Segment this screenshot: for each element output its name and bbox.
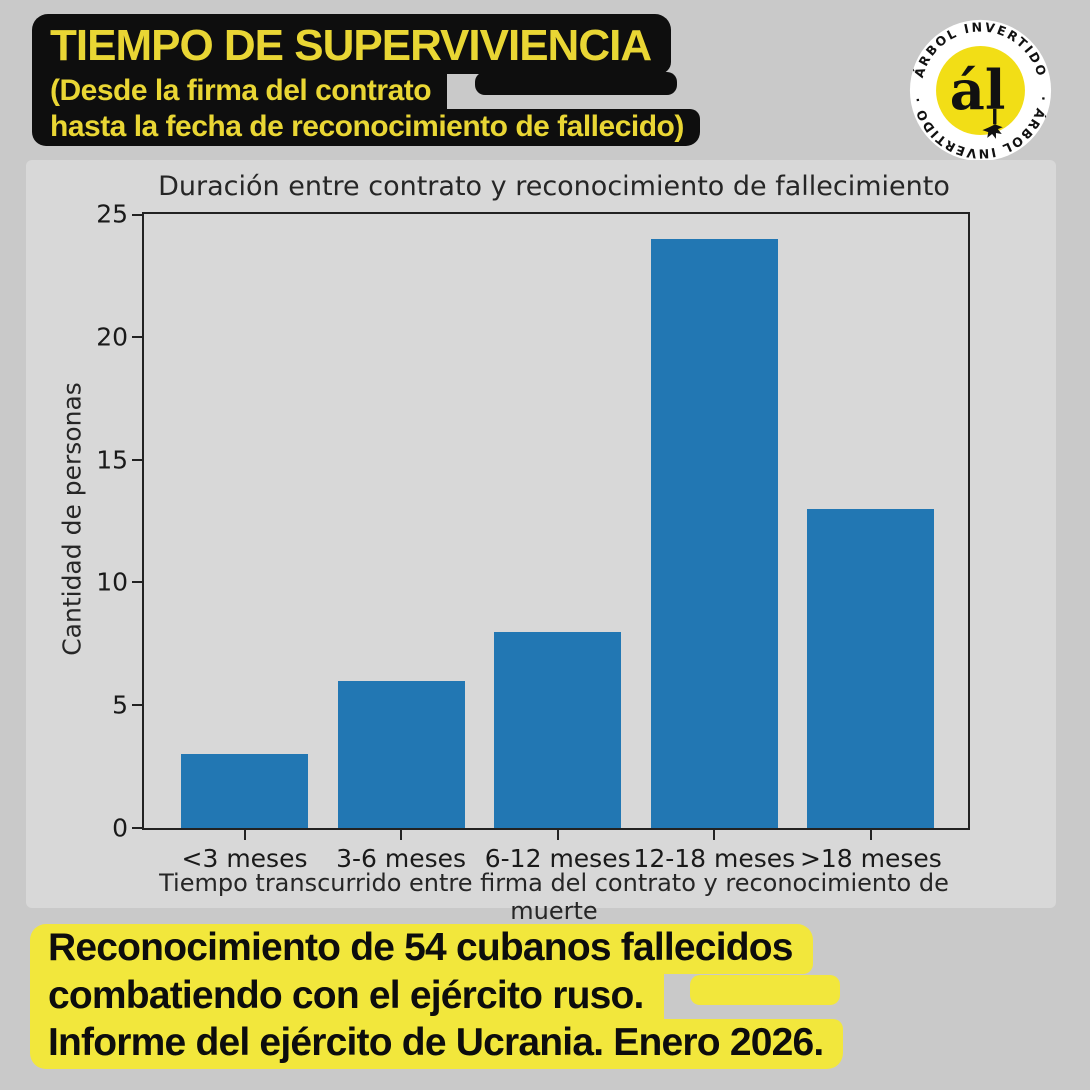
logo-monogram: ál (950, 58, 1006, 122)
x-tick-mark (556, 830, 559, 840)
y-tick-label: 10 (96, 567, 128, 597)
poster-title: TIEMPO DE SUPERVIVIENCIA (32, 14, 672, 75)
y-tick-mark (132, 458, 142, 461)
logo-root-stem (993, 108, 997, 125)
y-tick-mark (132, 214, 142, 216)
caption-line2: combatiendo con el ejército ruso. (30, 971, 664, 1022)
arbol-invertido-logo: ÁRBOL INVERTIDO · ÁRBOL INVERTIDO · ál (910, 19, 1052, 162)
x-tick-label: >18 meses (799, 844, 942, 873)
x-tick-mark (713, 830, 716, 840)
y-tick-mark (132, 827, 142, 829)
caption-tail-bar (689, 974, 840, 1005)
x-axis-label: Tiempo transcurrido entre firma del cont… (159, 869, 949, 925)
logo-inverted-tree-icon (982, 124, 1003, 139)
x-tick-label: 3-6 meses (336, 844, 467, 873)
y-tick-label: 15 (96, 445, 128, 475)
header: TIEMPO DE SUPERVIVIENCIA (Desde la firma… (32, 14, 700, 147)
chart-title: Duración entre contrato y reconocimiento… (158, 171, 950, 202)
y-tick-label: 20 (96, 322, 128, 352)
logo-inner-circle (936, 46, 1025, 135)
y-axis-label: Cantidad de personas (57, 382, 87, 656)
caption-line1: Reconocimiento de 54 cubanos fallecidos (30, 924, 813, 974)
y-tick-label: 0 (112, 813, 128, 843)
x-tick-mark (400, 830, 403, 840)
bar-3 (494, 631, 622, 828)
subtitle-tail-bar (475, 72, 678, 96)
y-tick-label: 25 (96, 199, 128, 229)
poster-subtitle-line2: hasta la fecha de reconocimiento de fall… (32, 108, 700, 147)
y-tick-label: 5 (112, 690, 128, 720)
x-tick-label: 12-18 meses (633, 844, 796, 873)
caption-line3: Informe del ejército de Ucrania. Enero 2… (30, 1019, 844, 1070)
x-tick-mark (243, 830, 246, 840)
y-tick-mark (132, 581, 142, 584)
bar-2 (337, 680, 465, 828)
plot-area: <3 meses 3-6 meses 6-12 meses 12-18 meses >1… (96, 200, 970, 873)
poster-subtitle-line1: (Desde la firma del contrato (32, 73, 448, 111)
caption: Reconocimiento de 54 cubanos fallecidos … (30, 924, 844, 1070)
x-tick-label: 6-12 meses (484, 844, 631, 873)
y-tick-mark (132, 335, 142, 338)
x-tick-mark (869, 830, 872, 840)
x-tick-label: <3 meses (181, 844, 308, 873)
bar-1 (181, 754, 308, 828)
bar-5 (807, 508, 935, 828)
y-tick-mark (132, 704, 142, 707)
bar-4 (650, 238, 778, 828)
